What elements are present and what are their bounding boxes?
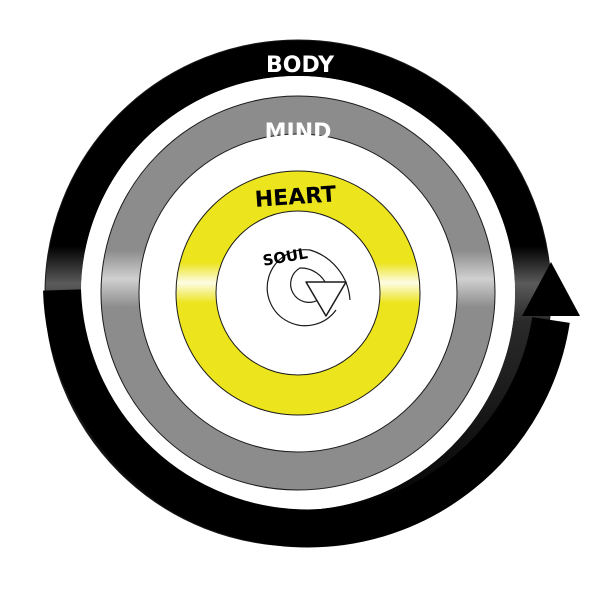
outer-arrow xyxy=(43,262,580,548)
mind-label: MIND xyxy=(265,120,332,145)
body-label: BODY xyxy=(266,53,335,78)
heart-ring xyxy=(175,170,421,416)
outer-arrow-head-icon xyxy=(522,262,580,316)
soul-arrow-icon xyxy=(305,281,347,317)
mind-ring xyxy=(100,95,496,491)
heart-label: HEART xyxy=(254,182,337,213)
soul-spiral xyxy=(266,249,351,327)
heart-soul-gap xyxy=(217,212,379,374)
